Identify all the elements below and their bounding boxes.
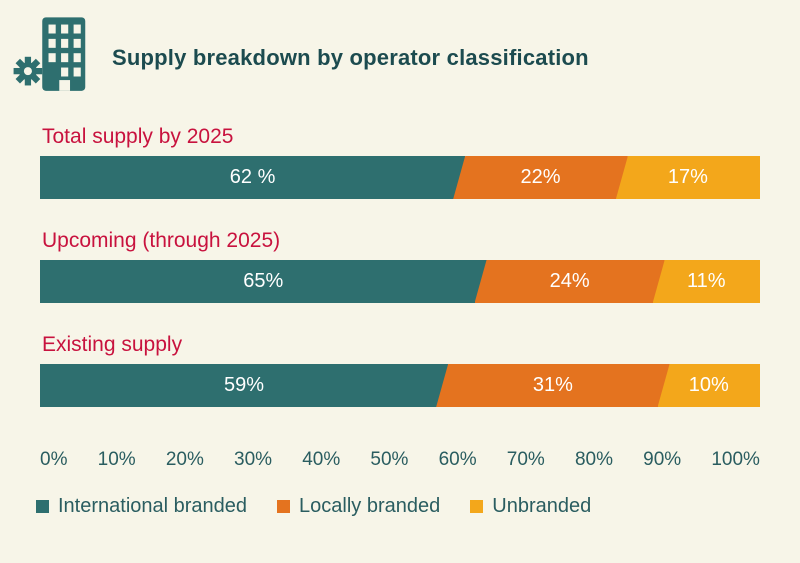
x-axis: 0% 10% 20% 30% 40% 50% 60% 70% 80% 90% 1… (40, 449, 760, 471)
legend: International branded Locally branded Un… (36, 495, 760, 518)
axis-tick: 40% (302, 449, 341, 470)
axis-tick: 50% (370, 449, 409, 470)
axis-tick: 80% (574, 449, 613, 470)
stacked-bar: 62 % 22% 17% (40, 156, 760, 199)
axis-tick: 100% (711, 449, 760, 470)
bar-group-label: Existing supply (42, 333, 183, 356)
stacked-bar: 59% 31% 10% (40, 364, 760, 407)
axis-tick: 70% (506, 449, 545, 470)
building-gear-icon (10, 12, 96, 103)
bar-segment-unbranded: 17% (615, 156, 760, 199)
bar-group-label: Total supply by 2025 (42, 125, 234, 148)
axis-tick: 90% (643, 449, 682, 470)
axis-tick: 20% (165, 449, 204, 470)
legend-item-international: International branded (36, 495, 247, 518)
legend-item-local: Locally branded (277, 495, 440, 518)
segment-value: 10% (688, 374, 729, 396)
bar-segment-international: 65% (40, 260, 487, 303)
segment-value: 31% (532, 374, 573, 396)
bar-segment-international: 62 % (40, 156, 466, 199)
legend-swatch-teal (36, 500, 49, 513)
bar-group-label: Upcoming (through 2025) (42, 229, 281, 252)
segment-value: 22% (520, 166, 561, 188)
axis-tick: 10% (97, 449, 136, 470)
bar-segment-local: 24% (474, 260, 665, 303)
segment-value: 17% (667, 166, 708, 188)
legend-label: Locally branded (299, 495, 441, 517)
legend-label: Unbranded (492, 495, 592, 517)
legend-label: International branded (58, 495, 248, 517)
segment-value: 62 % (229, 166, 276, 188)
bar-group-upcoming: Upcoming (through 2025) 65% 24% 11% (40, 229, 760, 303)
axis-tick: 60% (438, 449, 477, 470)
segment-value: 11% (687, 270, 726, 292)
bar-segment-unbranded: 11% (652, 260, 760, 303)
segment-value: 59% (224, 374, 265, 396)
page-title: Supply breakdown by operator classificat… (112, 44, 589, 70)
segment-value: 65% (243, 270, 284, 292)
bar-segment-international: 59% (40, 364, 449, 407)
legend-swatch-orange (277, 500, 291, 513)
bar-group-total-supply: Total supply by 2025 62 % 22% 17% (40, 125, 760, 199)
stacked-bar-chart: Total supply by 2025 62 % 22% 17% Upcomi… (40, 125, 760, 407)
bar-segment-local: 22% (453, 156, 628, 199)
legend-item-unbranded: Unbranded (470, 495, 591, 518)
legend-swatch-amber (470, 500, 484, 513)
axis-tick: 30% (234, 449, 273, 470)
axis-tick: 0% (40, 449, 68, 470)
bar-segment-local: 31% (436, 364, 670, 407)
segment-value: 24% (549, 270, 590, 292)
bar-group-existing: Existing supply 59% 31% 10% (40, 333, 760, 407)
bar-segment-unbranded: 10% (657, 364, 760, 407)
header: Supply breakdown by operator classificat… (0, 0, 800, 103)
stacked-bar: 65% 24% 11% (40, 260, 760, 303)
